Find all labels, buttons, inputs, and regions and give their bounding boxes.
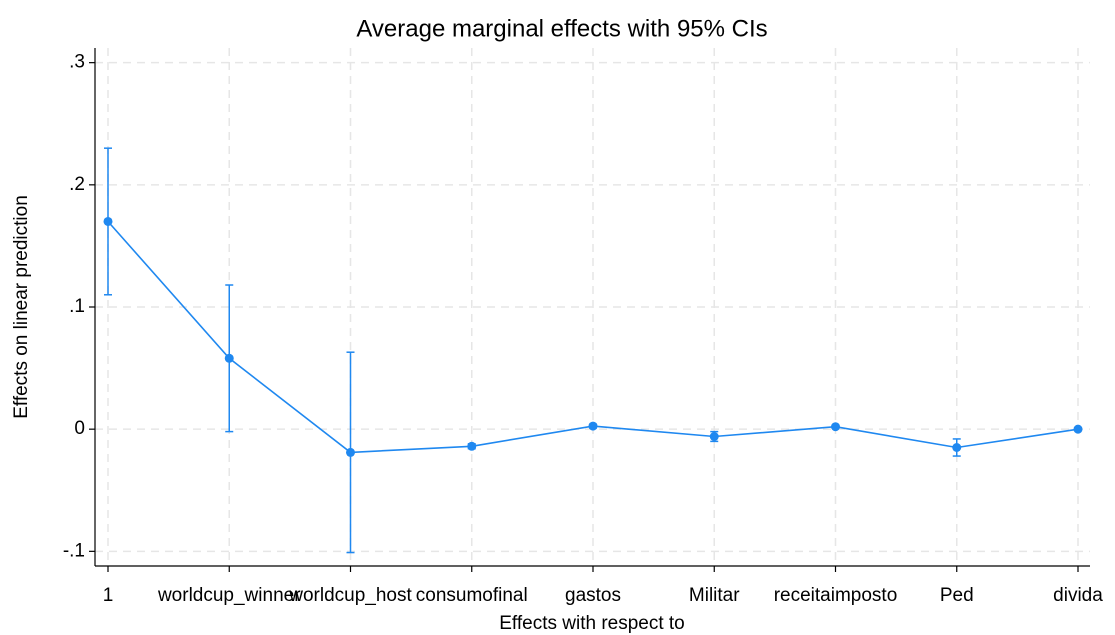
x-tick-label: divida [1053,585,1103,606]
x-tick-label: worldcup_winner [157,585,301,606]
x-tick-label: consumofinal [416,585,528,606]
x-axis-label: Effects with respect to [499,613,685,634]
chart-title: Average marginal effects with 95% CIs [356,15,767,42]
x-tick-label: Ped [940,585,974,606]
y-tick-label: -.1 [63,540,85,561]
x-tick-label: Militar [689,585,740,606]
y-tick-label: .3 [69,52,85,73]
point [467,441,477,451]
point [103,216,113,226]
point [831,422,840,432]
y-tick-label: 0 [74,418,85,439]
y-axis-label: Effects on linear prediction [11,195,32,419]
point [588,421,598,431]
point [709,432,719,441]
x-tick-label: receitaimposto [774,585,898,606]
x-tick-label: worldcup_host [288,585,412,606]
point [224,353,234,363]
point [952,442,962,452]
point [346,447,355,457]
x-tick-label: gastos [565,585,621,606]
y-tick-label: .2 [69,174,85,195]
point [1073,424,1083,434]
x-tick-label: 1 [103,585,114,606]
y-tick-label: .1 [69,296,85,317]
